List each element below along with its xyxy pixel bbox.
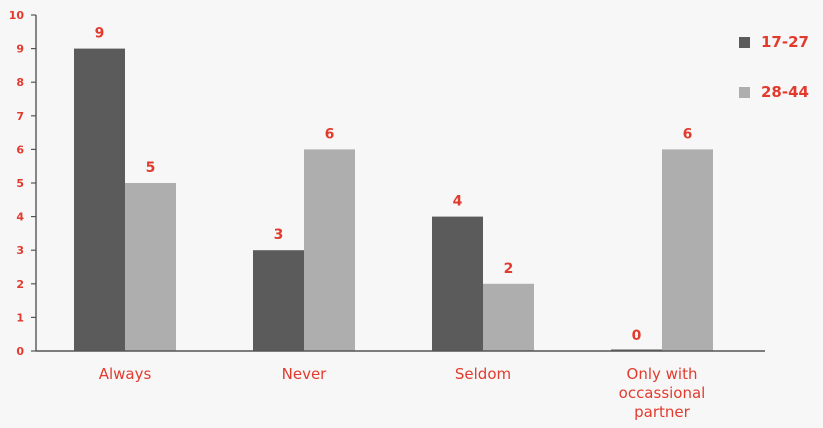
data-label: 3 (274, 227, 284, 243)
y-tick-label: 9 (16, 43, 24, 56)
y-tick-label: 0 (16, 345, 24, 358)
bars (74, 48, 713, 351)
data-label: 2 (504, 261, 514, 277)
y-tick-label: 1 (16, 311, 24, 324)
bar-17-27-3 (611, 349, 662, 351)
bar-28-44-3 (662, 149, 713, 351)
bar-28-44-1 (304, 149, 355, 351)
data-label: 4 (453, 194, 463, 210)
y-tick-label: 7 (16, 110, 24, 123)
x-tick-label: Always (99, 365, 152, 383)
data-label: 5 (146, 160, 156, 176)
bar-28-44-2 (483, 283, 534, 351)
y-axis: 0 1 2 3 4 5 6 7 8 9 10 (9, 9, 37, 358)
y-tick-label: 8 (16, 76, 24, 89)
data-label: 9 (95, 26, 105, 42)
legend-label: 28-44 (761, 83, 809, 101)
legend: 17-27 28-44 (739, 33, 809, 101)
y-tick-label: 2 (16, 278, 24, 291)
data-label: 0 (632, 328, 642, 344)
legend-swatch (739, 87, 750, 98)
x-tick-label: Never (282, 365, 328, 383)
data-label: 6 (325, 126, 335, 142)
bar-17-27-0 (74, 48, 125, 351)
y-tick-label: 3 (16, 244, 24, 257)
y-tick-label: 6 (16, 143, 24, 156)
data-labels: 9 5 3 6 4 2 0 6 (95, 26, 693, 344)
y-tick-label: 5 (16, 177, 24, 190)
legend-swatch (739, 37, 750, 48)
x-tick-label: Seldom (455, 365, 511, 383)
bar-28-44-0 (125, 183, 176, 351)
data-label: 6 (683, 126, 693, 142)
legend-label: 17-27 (761, 33, 809, 51)
y-tick-label: 4 (16, 211, 24, 224)
bar-17-27-1 (253, 250, 304, 351)
bar-17-27-2 (432, 216, 483, 351)
x-axis: Always Never Seldom Only with occassional par… (36, 350, 765, 421)
y-tick-label: 10 (9, 9, 25, 22)
x-tick-label: Only with occassional partner (619, 365, 706, 421)
